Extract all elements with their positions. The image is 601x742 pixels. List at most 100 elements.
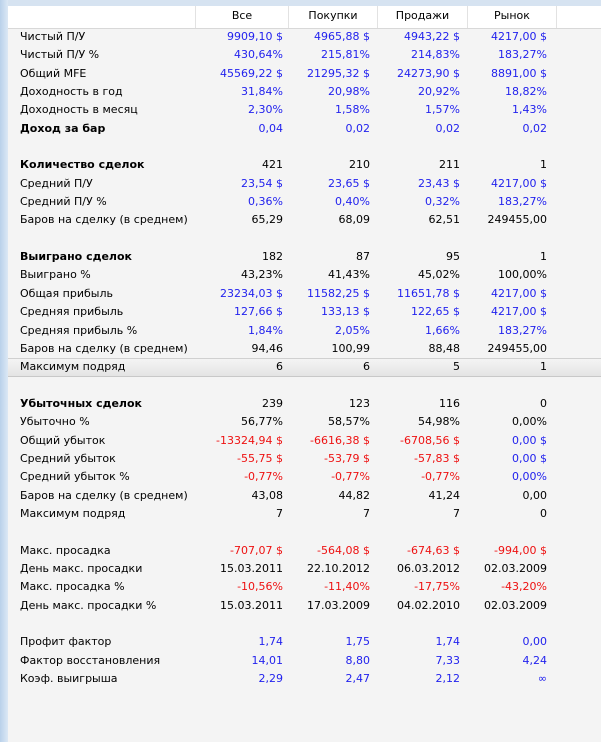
cell-long: 8,80 [345, 653, 371, 667]
cell-all: 0,36% [248, 195, 283, 209]
table-row[interactable]: Коэф. выигрыша 2,29 2,47 2,12 ∞ [8, 670, 601, 688]
row-label: Коэф. выигрыша [20, 672, 118, 686]
cell-all: 23234,03 $ [220, 286, 283, 300]
cell-short: 45,02% [418, 268, 460, 282]
cell-market: 1 [540, 250, 547, 264]
row-label: Средний П/У [20, 176, 93, 190]
cell-market: 0,02 [522, 121, 548, 135]
table-row[interactable]: Общая прибыль 23234,03 $ 11582,25 $ 11651,7… [8, 285, 601, 303]
table-row[interactable]: Средний убыток % -0,77% -0,77% -0,77% 0,00% [8, 468, 601, 486]
cell-all: 31,84% [241, 85, 283, 99]
cell-all: 15.03.2011 [220, 561, 283, 575]
table-row[interactable]: Макс. просадка -707,07 $ -564,08 $ -674,63 … [8, 542, 601, 560]
cell-all: 14,01 [251, 653, 284, 667]
cell-long: 23,65 $ [328, 176, 370, 190]
cell-market: 0,00 [522, 488, 548, 502]
table-row[interactable]: Выиграно % 43,23% 41,43% 45,02% 100,00% [8, 266, 601, 284]
cell-all: 43,23% [241, 268, 283, 282]
cell-market: 0,00 [522, 635, 548, 649]
cell-market: 0 [540, 396, 547, 410]
cell-market: 1 [540, 360, 547, 374]
table-row[interactable]: Доходность в месяц 2,30% 1,58% 1,57% 1,43% [8, 101, 601, 119]
cell-short: 41,24 [428, 488, 461, 502]
cell-long: 100,99 [331, 341, 371, 355]
row-label: Баров на сделку (в среднем) [20, 488, 188, 502]
table-row[interactable]: Средняя прибыль 127,66 $ 133,13 $ 122,65 $ 4… [8, 303, 601, 321]
cell-short: 116 [439, 396, 460, 410]
table-row[interactable]: Выиграно сделок 182 87 95 1 [8, 248, 601, 266]
row-label: Общий MFE [20, 66, 87, 80]
table-row[interactable]: Общий MFE 45569,22 $ 21295,32 $ 24273,90 $ 8… [8, 65, 601, 83]
column-header-short[interactable]: Продажи [377, 6, 467, 28]
table-row[interactable]: Количество сделок 421 210 211 1 [8, 156, 601, 174]
table-row[interactable]: День макс. просадки % 15.03.2011 17.03.200… [8, 597, 601, 615]
cell-market: 4217,00 $ [491, 305, 547, 319]
table-row[interactable]: Убыточно % 56,77% 58,57% 54,98% 0,00% [8, 413, 601, 431]
row-label: Доходность в год [20, 85, 123, 99]
table-row[interactable]: Фактор восстановления 14,01 8,80 7,33 4,24 [8, 652, 601, 670]
table-row[interactable]: Средняя прибыль % 1,84% 2,05% 1,66% 183,27% [8, 322, 601, 340]
table-row[interactable]: Профит фактор 1,74 1,75 1,74 0,00 [8, 633, 601, 651]
cell-long: 2,05% [335, 323, 370, 337]
spacer-row [8, 230, 601, 248]
table-row[interactable]: Баров на сделку (в среднем) 43,08 44,82 41,… [8, 487, 601, 505]
cell-short: -674,63 $ [407, 543, 460, 557]
row-label: Доходность в месяц [20, 103, 138, 117]
cell-long: 11582,25 $ [307, 286, 370, 300]
cell-long: 4965,88 $ [314, 30, 370, 43]
cell-all: 0,04 [258, 121, 284, 135]
cell-all: 7 [276, 506, 283, 520]
spacer-row [8, 615, 601, 633]
cell-market: -43,20% [501, 580, 547, 594]
row-label: Убыточно % [20, 415, 90, 429]
cell-short: 7 [453, 506, 460, 520]
cell-short: 0,02 [435, 121, 461, 135]
cell-short: 1,66% [425, 323, 460, 337]
table-row[interactable]: Чистый П/У 9909,10 $ 4965,88 $ 4943,22 $ 421… [8, 28, 601, 46]
table-row[interactable]: Средний П/У 23,54 $ 23,65 $ 23,43 $ 4217,00 … [8, 175, 601, 193]
table-row[interactable]: Общий убыток -13324,94 $ -6616,38 $ -6708,5… [8, 432, 601, 450]
cell-market: 18,82% [505, 85, 547, 99]
cell-short: 5 [453, 360, 460, 374]
cell-short: 11651,78 $ [397, 286, 460, 300]
table-row[interactable]: Средний П/У % 0,36% 0,40% 0,32% 183,27% [8, 193, 601, 211]
cell-short: 7,33 [435, 653, 461, 667]
column-header-market[interactable]: Рынок [467, 6, 556, 28]
row-label: Общий убыток [20, 433, 106, 447]
row-label: День макс. просадки [20, 561, 143, 575]
row-label: Общая прибыль [20, 286, 113, 300]
cell-all: -0,77% [244, 470, 283, 484]
table-row[interactable]: День макс. просадки 15.03.2011 22.10.2012 0… [8, 560, 601, 578]
cell-short: -57,83 $ [414, 451, 460, 465]
table-row[interactable]: Баров на сделку (в среднем) 65,29 68,09 62,… [8, 211, 601, 229]
row-label: Выиграно сделок [20, 250, 133, 264]
table-row[interactable]: Убыточных сделок 239 123 116 0 [8, 395, 601, 413]
row-label: Средний убыток % [20, 470, 130, 484]
cell-market: 4217,00 $ [491, 286, 547, 300]
cell-all: -55,75 $ [237, 451, 283, 465]
cell-short: 20,92% [418, 85, 460, 99]
cell-market: -994,00 $ [494, 543, 547, 557]
cell-short: 06.03.2012 [397, 561, 460, 575]
cell-market: 4217,00 $ [491, 30, 547, 43]
table-row[interactable]: Макс. просадка % -10,56% -11,40% -17,75% -43… [8, 578, 601, 596]
cell-market: 183,27% [498, 195, 547, 209]
row-label: Фактор восстановления [20, 653, 161, 667]
cell-all: -10,56% [237, 580, 283, 594]
table-row[interactable]: Максимум подряд 6 6 5 1 [8, 358, 601, 377]
table-row[interactable]: Баров на сделку (в среднем) 94,46 100,99 88… [8, 340, 601, 358]
column-header-all[interactable]: Все [195, 6, 288, 28]
cell-long: 2,47 [345, 672, 371, 686]
table-row[interactable]: Средний убыток -55,75 $ -53,79 $ -57,83 $ 0,… [8, 450, 601, 468]
column-header-long[interactable]: Покупки [288, 6, 377, 28]
cell-long: -0,77% [331, 470, 370, 484]
cell-market: 100,00% [498, 268, 547, 282]
cell-all: 56,77% [241, 415, 283, 429]
cell-short: 4943,22 $ [404, 30, 460, 43]
row-label: Доход за бар [20, 121, 106, 135]
table-row[interactable]: Доход за бар 0,04 0,02 0,02 0,02 [8, 120, 601, 138]
cell-all: 1,74 [258, 635, 284, 649]
table-row[interactable]: Чистый П/У % 430,64% 215,81% 214,83% 183,27% [8, 46, 601, 64]
table-row[interactable]: Доходность в год 31,84% 20,98% 20,92% 18,82% [8, 83, 601, 101]
table-row[interactable]: Максимум подряд 7 7 7 0 [8, 505, 601, 523]
